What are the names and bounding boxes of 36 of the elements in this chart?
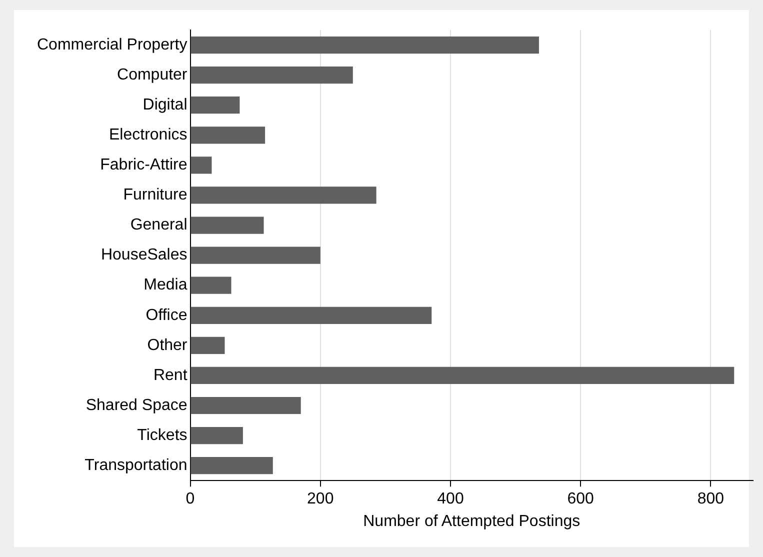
bar: [190, 366, 734, 384]
y-tick-label: Electronics: [109, 126, 188, 144]
y-tick-label: Shared Space: [86, 396, 188, 414]
bar: [190, 396, 301, 414]
y-tick-label: Commercial Property: [36, 36, 188, 54]
bar: [190, 336, 225, 354]
bar: [190, 216, 264, 234]
y-tick-label: Office: [146, 306, 188, 324]
y-tick-label: Digital: [142, 96, 188, 114]
bar: [190, 306, 432, 324]
y-tick-label: Rent: [153, 366, 188, 384]
y-tick-label: HouseSales: [100, 246, 188, 264]
bar: [190, 96, 240, 114]
bar: [190, 126, 266, 144]
bar: [190, 156, 212, 174]
x-axis-title: Number of Attempted Postings: [363, 512, 580, 530]
y-tick-label: Furniture: [123, 186, 188, 204]
x-tick-label: 600: [567, 490, 594, 508]
y-tick-label: Fabric-Attire: [100, 156, 188, 174]
x-tick-label: 800: [697, 490, 724, 508]
x-tick-label: 400: [437, 490, 464, 508]
bar: [190, 426, 243, 444]
y-tick-label: Transportation: [84, 456, 188, 474]
y-tick-label: General: [130, 216, 188, 234]
x-tick-label: 200: [307, 490, 334, 508]
bar: [190, 66, 353, 84]
y-tick-label: Tickets: [137, 426, 188, 444]
bar: [190, 246, 320, 264]
y-tick-label: Other: [147, 336, 188, 354]
y-tick-label: Media: [144, 276, 188, 294]
x-tick-label: 0: [186, 490, 195, 508]
y-tick-label: Computer: [117, 66, 188, 84]
bar: [190, 276, 232, 294]
bar: [190, 186, 376, 204]
bar: [190, 36, 539, 54]
bar: [190, 457, 273, 474]
